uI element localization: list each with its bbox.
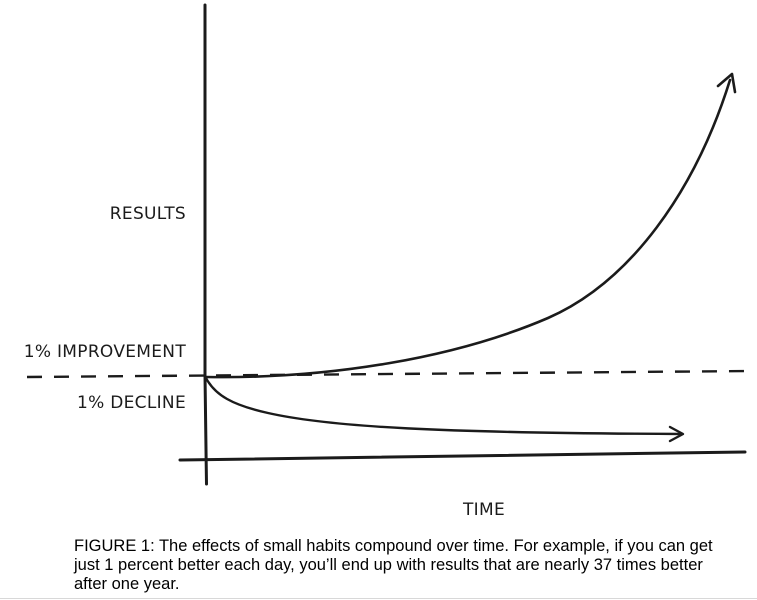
improvement-label: 1% IMPROVEMENT (23, 342, 186, 362)
x-axis-line (178, 450, 747, 462)
decline-label: 1% DECLINE (76, 393, 186, 413)
figure-caption: FIGURE 1: The effects of small habits co… (74, 537, 713, 593)
results-axis-label: RESULTS (109, 204, 186, 224)
decline-curve (204, 376, 684, 436)
decline-arrowhead (668, 425, 685, 443)
y-axis-line (203, 3, 208, 486)
baseline-dashed-line (26, 369, 753, 379)
bottom-divider (0, 598, 757, 599)
time-axis-label: TIME (463, 500, 506, 520)
improvement-arrowhead (716, 72, 737, 94)
improvement-curve (204, 78, 732, 379)
